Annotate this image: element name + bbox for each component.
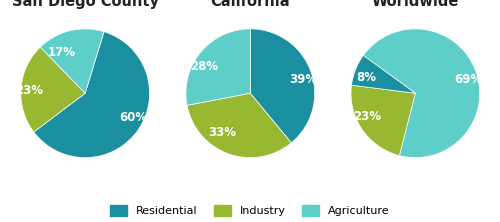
Title: Worldwide: Worldwide <box>372 0 459 9</box>
Text: 17%: 17% <box>48 46 76 59</box>
Wedge shape <box>250 29 314 143</box>
Text: 39%: 39% <box>290 73 318 85</box>
Text: 8%: 8% <box>356 71 376 84</box>
Text: 23%: 23% <box>16 83 44 97</box>
Title: California: California <box>210 0 290 9</box>
Wedge shape <box>40 29 104 93</box>
Text: 23%: 23% <box>353 110 381 123</box>
Text: 33%: 33% <box>208 126 236 139</box>
Wedge shape <box>21 47 85 132</box>
Text: 60%: 60% <box>120 111 148 124</box>
Text: 28%: 28% <box>190 60 218 73</box>
Legend: Residential, Industry, Agriculture: Residential, Industry, Agriculture <box>106 200 394 221</box>
Wedge shape <box>351 85 416 156</box>
Wedge shape <box>364 29 480 158</box>
Text: 69%: 69% <box>454 73 483 85</box>
Title: San Diego County: San Diego County <box>12 0 158 9</box>
Wedge shape <box>352 56 416 93</box>
Wedge shape <box>186 29 250 105</box>
Wedge shape <box>34 32 150 158</box>
Wedge shape <box>187 93 292 158</box>
